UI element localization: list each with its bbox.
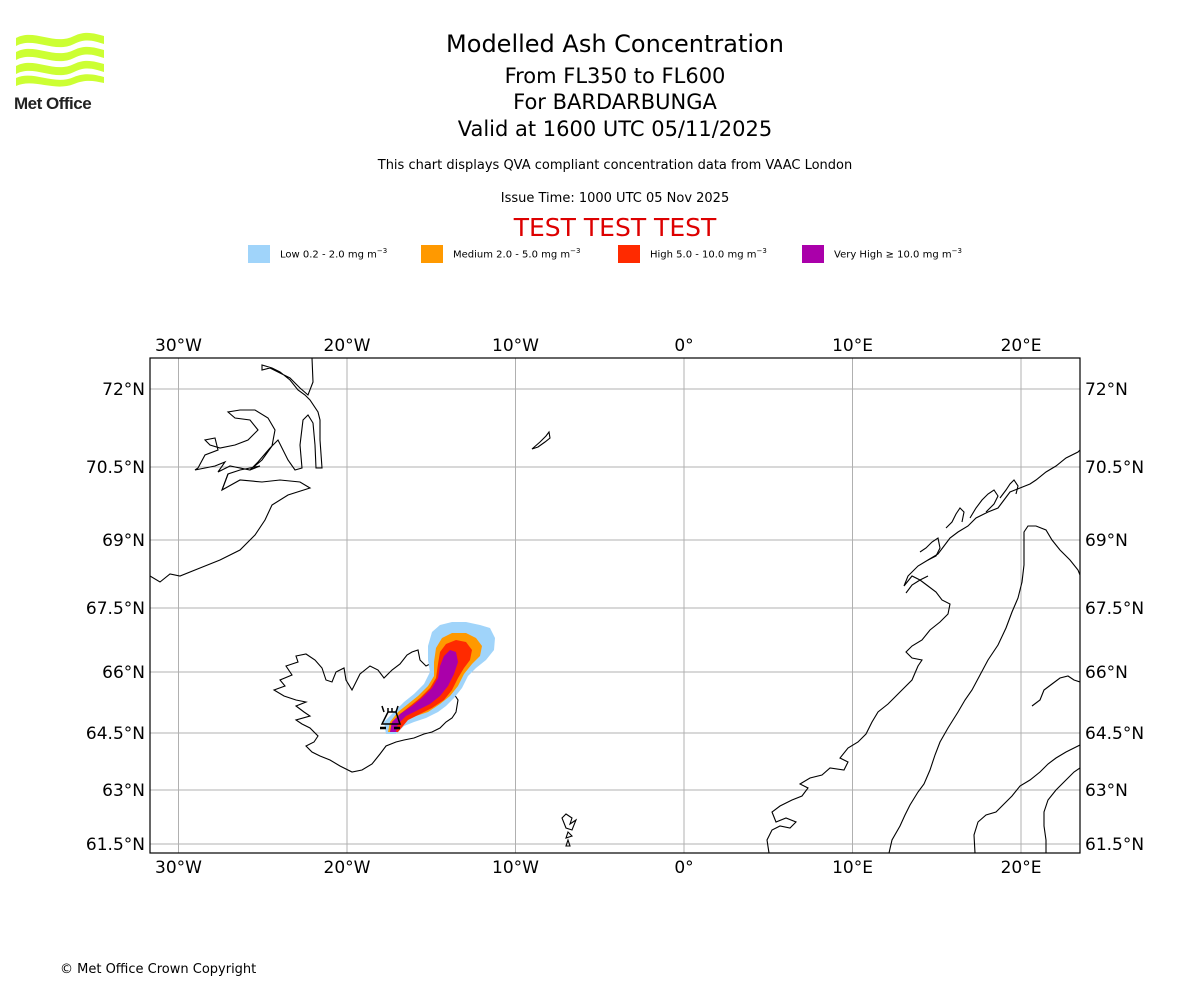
- map-frame: [149, 357, 1081, 854]
- ash-plume: [384, 622, 495, 734]
- test-banner: TEST TEST TEST: [513, 213, 717, 242]
- legend-exponent: −3: [376, 247, 388, 256]
- lon-tick-label-bottom: 20°E: [1001, 858, 1042, 878]
- logo-text: Met Office: [14, 94, 91, 112]
- volcano-icon: [380, 705, 402, 730]
- lon-tick-label-bottom: 10°W: [492, 858, 539, 878]
- axis-tick-labels: 30°W 30°W 20°W 20°W 10°W 10°W 0° 0° 10°E 10°E 20°E…: [86, 336, 1144, 878]
- ash-very-high-region: [390, 650, 458, 732]
- legend-label-low: Low 0.2 - 2.0 mg m: [280, 249, 377, 261]
- legend-item-medium: Medium 2.0 - 5.0 mg m−3: [421, 244, 580, 264]
- chart-description: This chart displays QVA compliant concen…: [377, 158, 853, 173]
- lat-tick-label-right: 63°N: [1085, 781, 1128, 801]
- legend-label-medium: Medium 2.0 - 5.0 mg m: [453, 249, 571, 261]
- copyright-notice: © Met Office Crown Copyright: [60, 962, 257, 977]
- lon-tick-label-bottom: 20°W: [324, 858, 371, 878]
- coastline-norway-inland: [888, 525, 1080, 853]
- lat-tick-label-left: 64.5°N: [86, 724, 145, 744]
- coastline-greenland-inlet: [221, 473, 229, 491]
- lon-tick-label-top: 20°E: [1001, 336, 1042, 356]
- lat-tick-label-left: 69°N: [102, 531, 145, 551]
- legend-exponent: −3: [570, 247, 581, 256]
- coastline-gulf-bothnia: [1031, 675, 1080, 853]
- legend-swatch-very-high: [802, 245, 824, 263]
- legend-item-low: Low 0.2 - 2.0 mg m−3: [248, 244, 387, 264]
- legend-swatch-medium: [421, 245, 443, 263]
- met-office-waves-icon: Met Office: [14, 32, 104, 113]
- lat-tick-label-right: 72°N: [1085, 380, 1128, 400]
- lat-tick-label-left: 63°N: [102, 781, 145, 801]
- met-office-logo: Met Office: [14, 30, 106, 113]
- lat-tick-label-right: 61.5°N: [1085, 835, 1144, 855]
- volcano-name: For BARDARBUNGA: [513, 90, 717, 114]
- lon-tick-label-bottom: 0°: [674, 858, 693, 878]
- issue-time: Issue Time: 1000 UTC 05 Nov 2025: [500, 191, 730, 206]
- gridlines: [150, 358, 1080, 853]
- lat-tick-label-left: 67.5°N: [86, 599, 145, 619]
- coastlines: [150, 358, 1080, 853]
- legend-swatch-high: [618, 245, 640, 263]
- coastline-lofoten: [905, 479, 1019, 594]
- lon-tick-label-top: 10°W: [492, 336, 539, 356]
- lon-tick-label-bottom: 30°W: [155, 858, 202, 878]
- lat-tick-label-left: 61.5°N: [86, 835, 145, 855]
- lon-tick-label-bottom: 10°E: [832, 858, 873, 878]
- valid-time: Valid at 1600 UTC 05/11/2025: [457, 117, 773, 141]
- lat-tick-label-right: 66°N: [1085, 663, 1128, 683]
- coastline-jan-mayen: [531, 430, 551, 450]
- coastline-norway: [766, 449, 1080, 853]
- legend-swatch-low: [248, 245, 270, 263]
- lon-tick-label-top: 20°W: [324, 336, 371, 356]
- legend-item-very-high: Very High ≥ 10.0 mg m−3: [802, 244, 962, 264]
- legend-label-very-high: Very High ≥ 10.0 mg m: [834, 249, 952, 261]
- legend-exponent: −3: [951, 247, 962, 256]
- legend-exponent: −3: [756, 247, 767, 256]
- lat-tick-label-right: 67.5°N: [1085, 599, 1144, 619]
- lon-tick-label-top: 10°E: [832, 336, 873, 356]
- lon-tick-label-top: 30°W: [155, 336, 202, 356]
- lat-tick-label-left: 72°N: [102, 380, 145, 400]
- lat-tick-label-right: 69°N: [1085, 531, 1128, 551]
- lat-tick-label-left: 70.5°N: [86, 458, 145, 478]
- coastline-faroe: [561, 813, 578, 847]
- legend-item-high: High 5.0 - 10.0 mg m−3: [618, 244, 767, 264]
- lat-tick-label-left: 66°N: [102, 663, 145, 683]
- lat-tick-label-right: 64.5°N: [1085, 724, 1144, 744]
- coastline-greenland: [150, 358, 323, 583]
- chart-title: Modelled Ash Concentration: [446, 30, 784, 58]
- lat-tick-label-right: 70.5°N: [1085, 458, 1144, 478]
- flight-levels: From FL350 to FL600: [504, 64, 726, 88]
- legend-label-high: High 5.0 - 10.0 mg m: [650, 249, 757, 261]
- border-sweden-finland: [973, 744, 1080, 853]
- lon-tick-label-top: 0°: [674, 336, 693, 356]
